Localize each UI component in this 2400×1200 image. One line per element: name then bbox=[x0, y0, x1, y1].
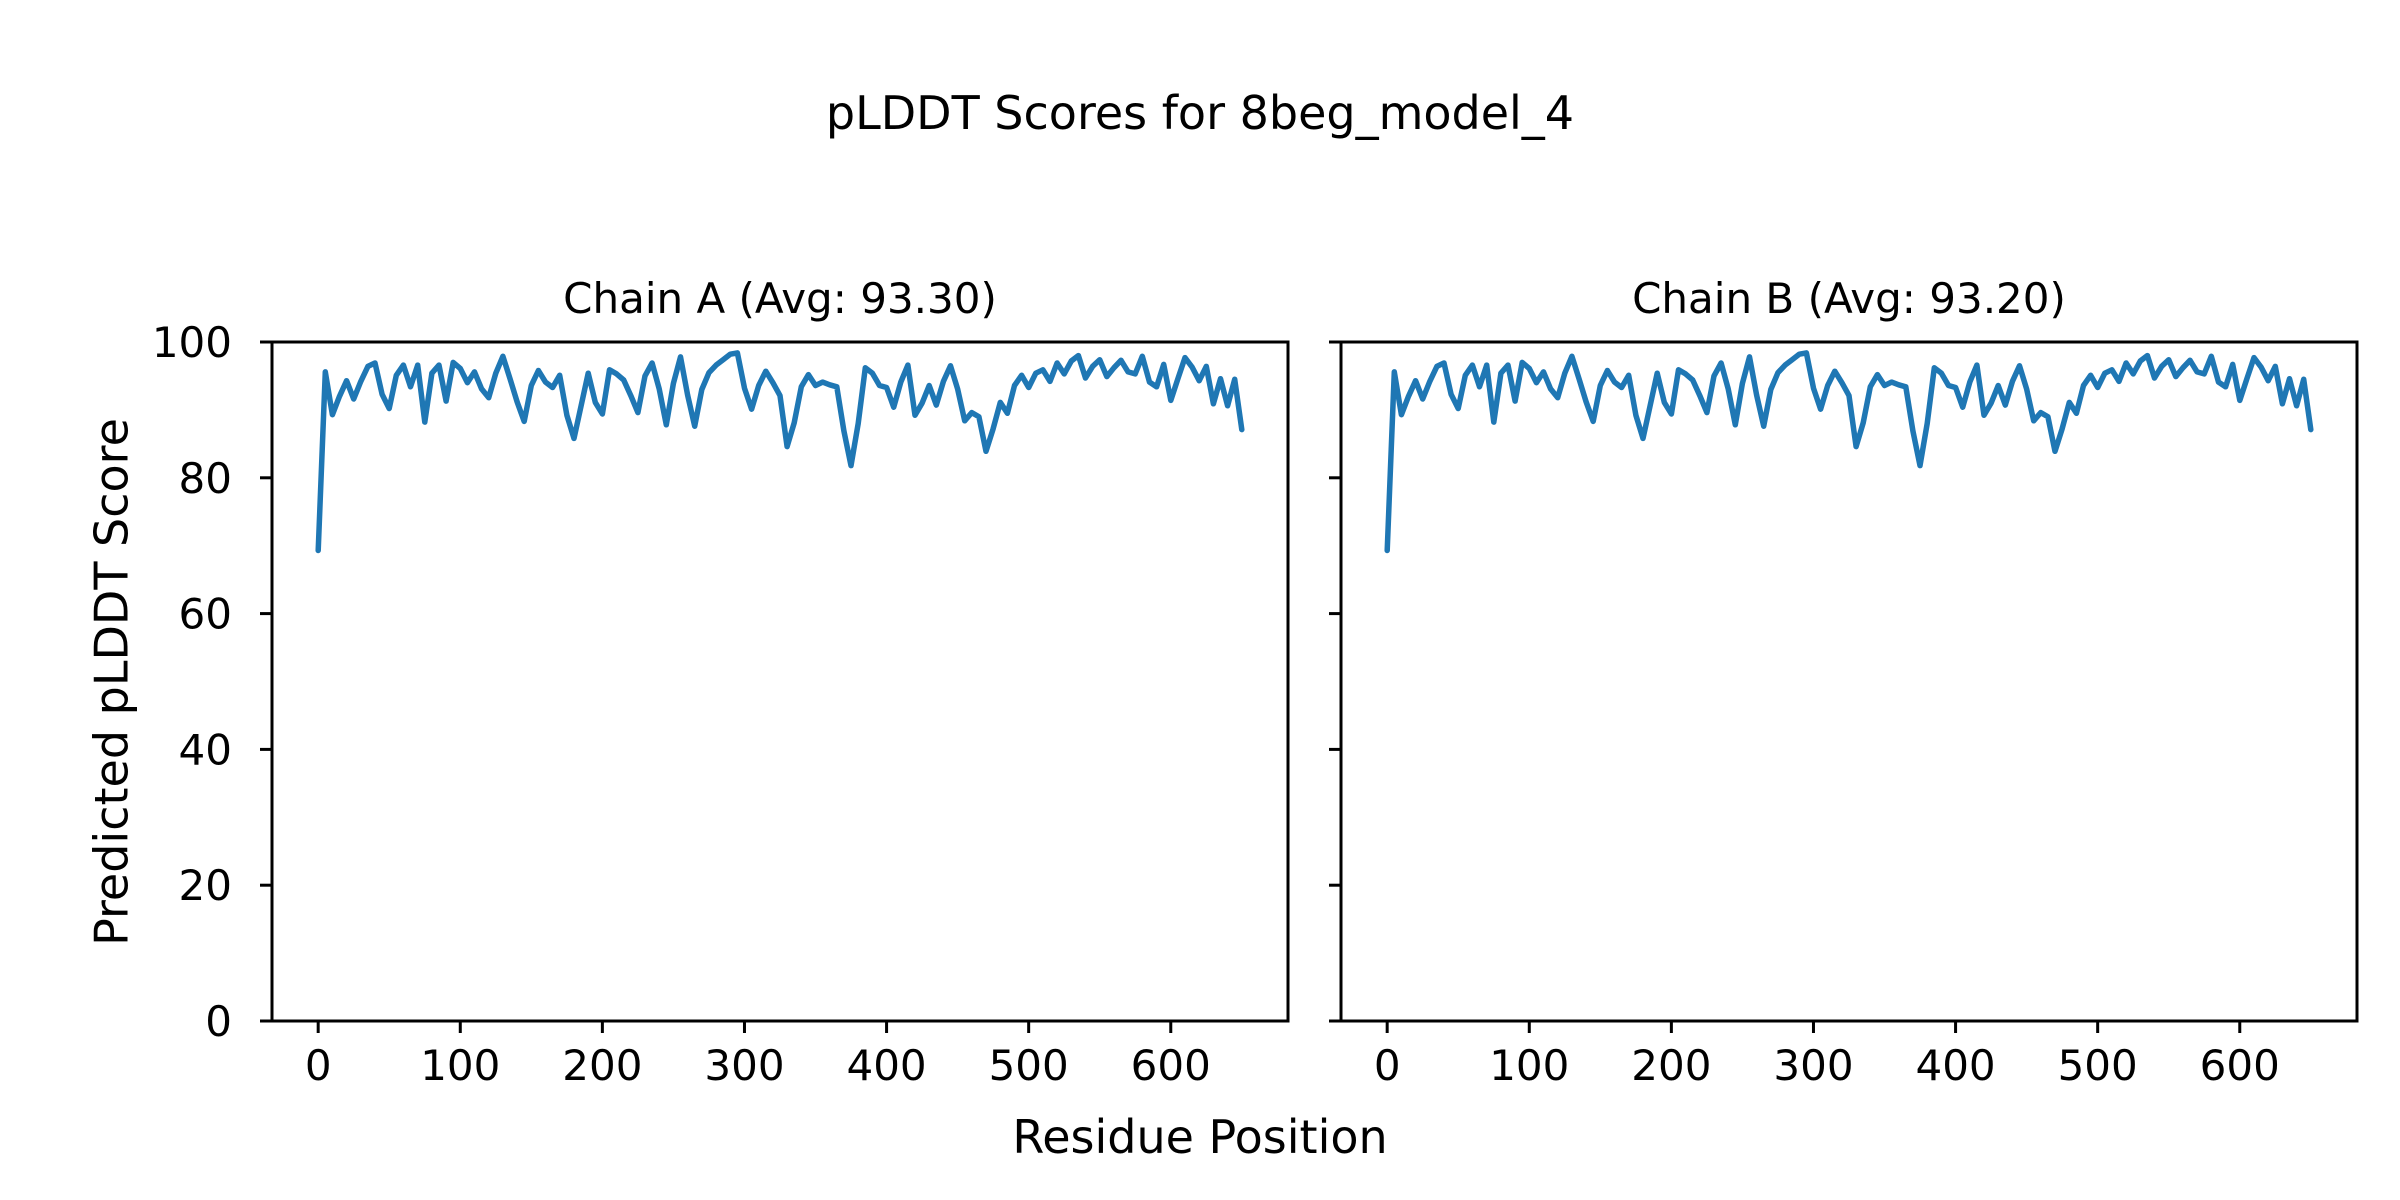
x-tick-label: 0 bbox=[1374, 1041, 1401, 1090]
axes-spines bbox=[1339, 340, 2359, 1023]
x-tick-label: 500 bbox=[989, 1041, 1069, 1090]
x-tick-label: 400 bbox=[846, 1041, 926, 1090]
x-tick-label: 500 bbox=[2058, 1041, 2138, 1090]
x-tick-label: 100 bbox=[420, 1041, 500, 1090]
chain-b-subplot-title: Chain B (Avg: 93.20) bbox=[1632, 274, 2066, 323]
x-tick-label: 600 bbox=[2200, 1041, 2280, 1090]
y-tick-label: 0 bbox=[205, 997, 232, 1046]
x-tick-label: 200 bbox=[562, 1041, 642, 1090]
figure-title: pLDDT Scores for 8beg_model_4 bbox=[825, 86, 1575, 140]
x-axis-label: Residue Position bbox=[1012, 1110, 1388, 1164]
y-tick-label: 40 bbox=[179, 725, 232, 774]
y-tick-label: 20 bbox=[179, 861, 232, 910]
x-tick-label: 100 bbox=[1489, 1041, 1569, 1090]
y-tick-label: 60 bbox=[179, 590, 232, 639]
x-tick-label: 300 bbox=[704, 1041, 784, 1090]
chain-a-plddt-line bbox=[315, 350, 1245, 554]
x-tick-label: 200 bbox=[1631, 1041, 1711, 1090]
x-tick-label: 300 bbox=[1773, 1041, 1853, 1090]
y-tick-label: 100 bbox=[152, 318, 232, 367]
x-tick-label: 400 bbox=[1915, 1041, 1995, 1090]
chain-a-subplot-title: Chain A (Avg: 93.30) bbox=[563, 274, 997, 323]
y-tick-label: 80 bbox=[179, 454, 232, 503]
chain-b-plddt-line bbox=[1384, 350, 2314, 554]
x-tick-label: 0 bbox=[305, 1041, 332, 1090]
x-tick-label: 600 bbox=[1131, 1041, 1211, 1090]
axes-spines bbox=[270, 340, 1290, 1023]
